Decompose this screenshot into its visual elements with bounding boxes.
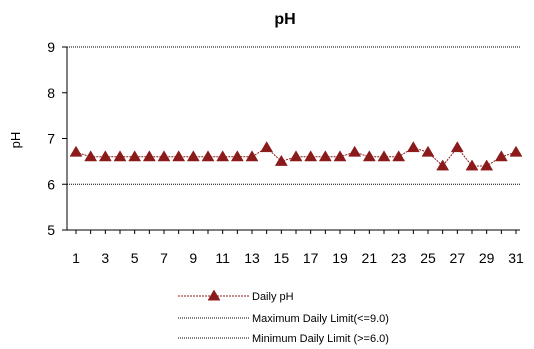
x-tick-label: 13	[244, 250, 260, 266]
x-tick-label: 23	[391, 250, 407, 266]
daily-ph-marker	[142, 150, 156, 162]
daily-ph-marker	[406, 141, 420, 153]
daily-ph-marker	[186, 150, 200, 162]
x-tick-label: 15	[274, 250, 290, 266]
x-tick-label: 17	[303, 250, 319, 266]
x-tick-label: 19	[332, 250, 348, 266]
legend-label: Maximum Daily Limit(<=9.0)	[252, 313, 389, 325]
daily-ph-marker	[333, 150, 347, 162]
y-tick-label: 6	[47, 176, 55, 192]
daily-ph-marker	[245, 150, 259, 162]
daily-ph-marker	[201, 150, 215, 162]
daily-ph-marker	[304, 150, 318, 162]
daily-ph-marker	[377, 150, 391, 162]
legend-label: Minimum Daily Limit (>=6.0)	[252, 333, 389, 345]
daily-ph-marker	[69, 145, 83, 157]
daily-ph-marker	[392, 150, 406, 162]
daily-ph-marker	[157, 150, 171, 162]
daily-ph-marker	[421, 145, 435, 157]
daily-ph-marker	[274, 154, 288, 166]
daily-ph-marker	[480, 159, 494, 171]
daily-ph-marker	[509, 145, 523, 157]
daily-ph-marker	[216, 150, 230, 162]
daily-ph-marker	[362, 150, 376, 162]
x-tick-label: 29	[479, 250, 495, 266]
legend-daily-ph-marker	[207, 289, 221, 301]
x-tick-label: 5	[131, 250, 139, 266]
y-tick-label: 5	[47, 222, 55, 238]
daily-ph-marker	[465, 159, 479, 171]
x-tick-label: 27	[450, 250, 466, 266]
x-tick-label: 11	[215, 250, 230, 266]
x-tick-label: 3	[101, 250, 109, 266]
daily-ph-marker	[260, 141, 274, 153]
x-tick-label: 7	[160, 250, 168, 266]
daily-ph-marker	[172, 150, 186, 162]
y-tick-label: 7	[47, 131, 55, 147]
x-tick-label: 21	[362, 250, 378, 266]
daily-ph-marker	[318, 150, 332, 162]
y-tick-label: 9	[47, 39, 55, 55]
daily-ph-marker	[436, 159, 450, 171]
daily-ph-marker	[84, 150, 98, 162]
legend-label: Daily pH	[252, 291, 294, 303]
daily-ph-marker	[450, 141, 464, 153]
daily-ph-marker	[289, 150, 303, 162]
legend: Daily pH Maximum Daily Limit(<=9.0) Minimu…	[178, 289, 389, 345]
x-tick-label: 31	[508, 250, 524, 266]
y-tick-label: 8	[47, 85, 55, 101]
daily-ph-marker	[494, 150, 508, 162]
daily-ph-marker	[113, 150, 127, 162]
daily-ph-marker	[230, 150, 244, 162]
y-axis-label: pH	[8, 132, 23, 149]
daily-ph-marker	[98, 150, 112, 162]
x-tick-label: 25	[420, 250, 436, 266]
daily-ph-marker	[128, 150, 142, 162]
daily-ph-marker	[348, 145, 362, 157]
chart-title: pH	[274, 11, 295, 28]
x-tick-label: 1	[72, 250, 80, 266]
x-tick-label: 9	[189, 250, 197, 266]
